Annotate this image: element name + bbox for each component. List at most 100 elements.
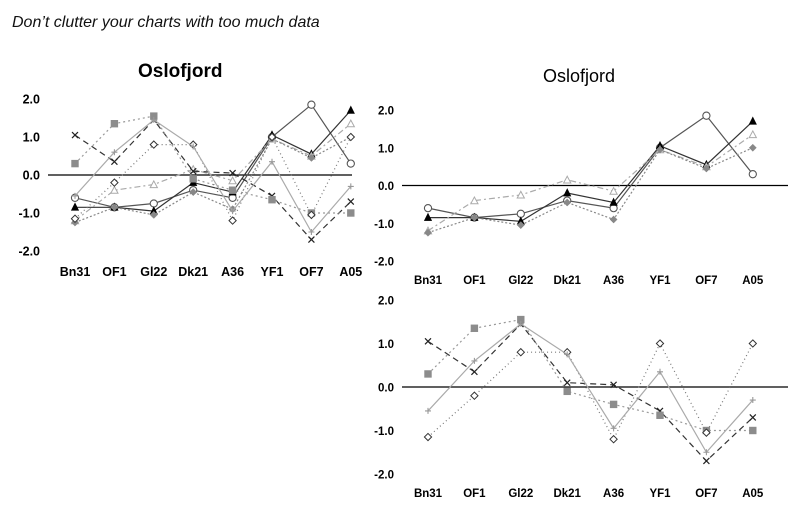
right-bottom-xtick-label: OF7 (695, 488, 717, 500)
right-bottom-data-point (610, 381, 618, 389)
left-data-point (190, 143, 197, 150)
left-series-line-1 (74, 103, 352, 208)
right-top-data-point (748, 129, 758, 139)
right-bottom-data-point (470, 391, 479, 401)
left-data-point (189, 188, 198, 197)
left-xtick-label: Gl22 (140, 265, 167, 279)
left-ytick-label: -2.0 (18, 245, 40, 259)
right-top-series-line-4 (427, 147, 754, 234)
right-bottom-data-point (470, 368, 478, 376)
right-bottom-data-point (749, 414, 757, 421)
right-top-data-point (563, 188, 572, 197)
right-top-data-point (563, 198, 572, 207)
right-bottom-ytick-label: -2.0 (374, 470, 394, 482)
left-series-line-2 (75, 109, 352, 212)
left-data-point (268, 196, 276, 204)
right-top-data-point (609, 197, 618, 206)
right-top-ytick-label: 1.0 (378, 143, 394, 155)
right-bottom-data-point (749, 426, 757, 435)
left-ytick-label: 0.0 (23, 169, 40, 183)
right-top-data-point (470, 213, 479, 222)
left-data-point (70, 202, 80, 211)
right-top-data-point (423, 212, 433, 221)
right-top-data-point (748, 116, 757, 125)
left-series-line-4 (74, 136, 352, 224)
right-bottom-data-point (516, 347, 526, 357)
right-bottom-series-1 (424, 320, 757, 465)
left-data-point (269, 158, 275, 165)
left-data-point (347, 209, 355, 217)
right-top-series-line-1 (427, 114, 754, 219)
right-bottom-series-line-4 (427, 323, 754, 454)
left-data-point (267, 132, 277, 142)
left-data-point (347, 183, 354, 190)
right-top-data-point (423, 203, 433, 213)
page-caption: Don’t clutter your charts with too much … (12, 14, 320, 31)
left-series-line-5 (74, 118, 352, 241)
right-bottom-data-point (748, 339, 758, 348)
left-xtick-label: OF7 (299, 265, 323, 279)
right-top-data-point (656, 145, 664, 154)
right-top-xtick-label: Dk21 (553, 275, 581, 287)
right-top-data-point (702, 164, 711, 173)
right-top-xtick-label: Bn31 (414, 275, 443, 287)
right-top-data-point (609, 186, 619, 195)
left-xtick-label: A36 (221, 265, 244, 279)
right-bottom-series-3 (423, 339, 758, 444)
right-bottom-xtick-label: Gl22 (508, 488, 533, 500)
left-series-line-6 (74, 115, 351, 214)
left-data-point (149, 179, 159, 189)
left-data-point (110, 178, 119, 187)
right-bottom-series-4 (425, 320, 756, 456)
right-top-series-4 (424, 143, 757, 237)
right-bottom-data-point (609, 400, 618, 409)
right-bottom-data-point (423, 432, 433, 442)
right-bottom-xtick-label: Bn31 (414, 488, 443, 500)
left-data-point (307, 153, 316, 162)
left-data-point (346, 105, 355, 114)
left-data-point (346, 119, 356, 128)
left-xtick-label: Dk21 (178, 265, 208, 279)
left-data-point (110, 203, 119, 212)
right-bottom-xtick-label: Dk21 (553, 488, 581, 500)
right-bottom-ytick-label: 0.0 (378, 383, 394, 395)
left-xtick-label: OF1 (102, 265, 126, 279)
left-series-8 (72, 116, 354, 235)
left-data-point (307, 236, 315, 244)
left-ytick-label: 1.0 (23, 131, 40, 145)
right-bottom-data-point (425, 407, 431, 414)
left-data-point (110, 158, 118, 166)
right-top-data-point (424, 228, 432, 237)
right-top-data-point (748, 170, 757, 179)
left-data-point (228, 186, 237, 194)
right-bottom-data-point (470, 324, 479, 332)
chart-title-left: Oslofjord (138, 61, 223, 82)
right-bottom-ytick-label: 2.0 (378, 296, 394, 308)
right-top-xtick-label: OF1 (463, 275, 486, 287)
right-bottom-data-point (424, 337, 432, 345)
left-data-point (308, 229, 315, 235)
right-top-data-point (516, 221, 525, 230)
left-xtick-label: A05 (339, 265, 362, 279)
right-bottom-data-point (702, 457, 710, 465)
right-top-data-point (748, 143, 757, 152)
left-series-6 (71, 112, 355, 217)
right-top-ytick-label: 2.0 (378, 106, 394, 118)
left-data-point (109, 185, 119, 194)
left-xtick-label: Bn31 (60, 265, 91, 279)
left-data-point (189, 167, 197, 175)
left-data-point (346, 159, 355, 168)
right-bottom-data-point (564, 351, 571, 358)
left-data-point (110, 120, 119, 128)
right-bottom-data-point (610, 425, 617, 432)
right-top-ytick-label: 0.0 (378, 181, 394, 193)
right-top-ytick-label: -1.0 (374, 219, 394, 231)
right-bottom-data-point (702, 428, 711, 437)
left-data-point (189, 175, 197, 183)
right-bottom-series-line-2 (427, 318, 753, 432)
right-bottom-data-point (563, 387, 571, 396)
left-data-point (70, 214, 80, 224)
